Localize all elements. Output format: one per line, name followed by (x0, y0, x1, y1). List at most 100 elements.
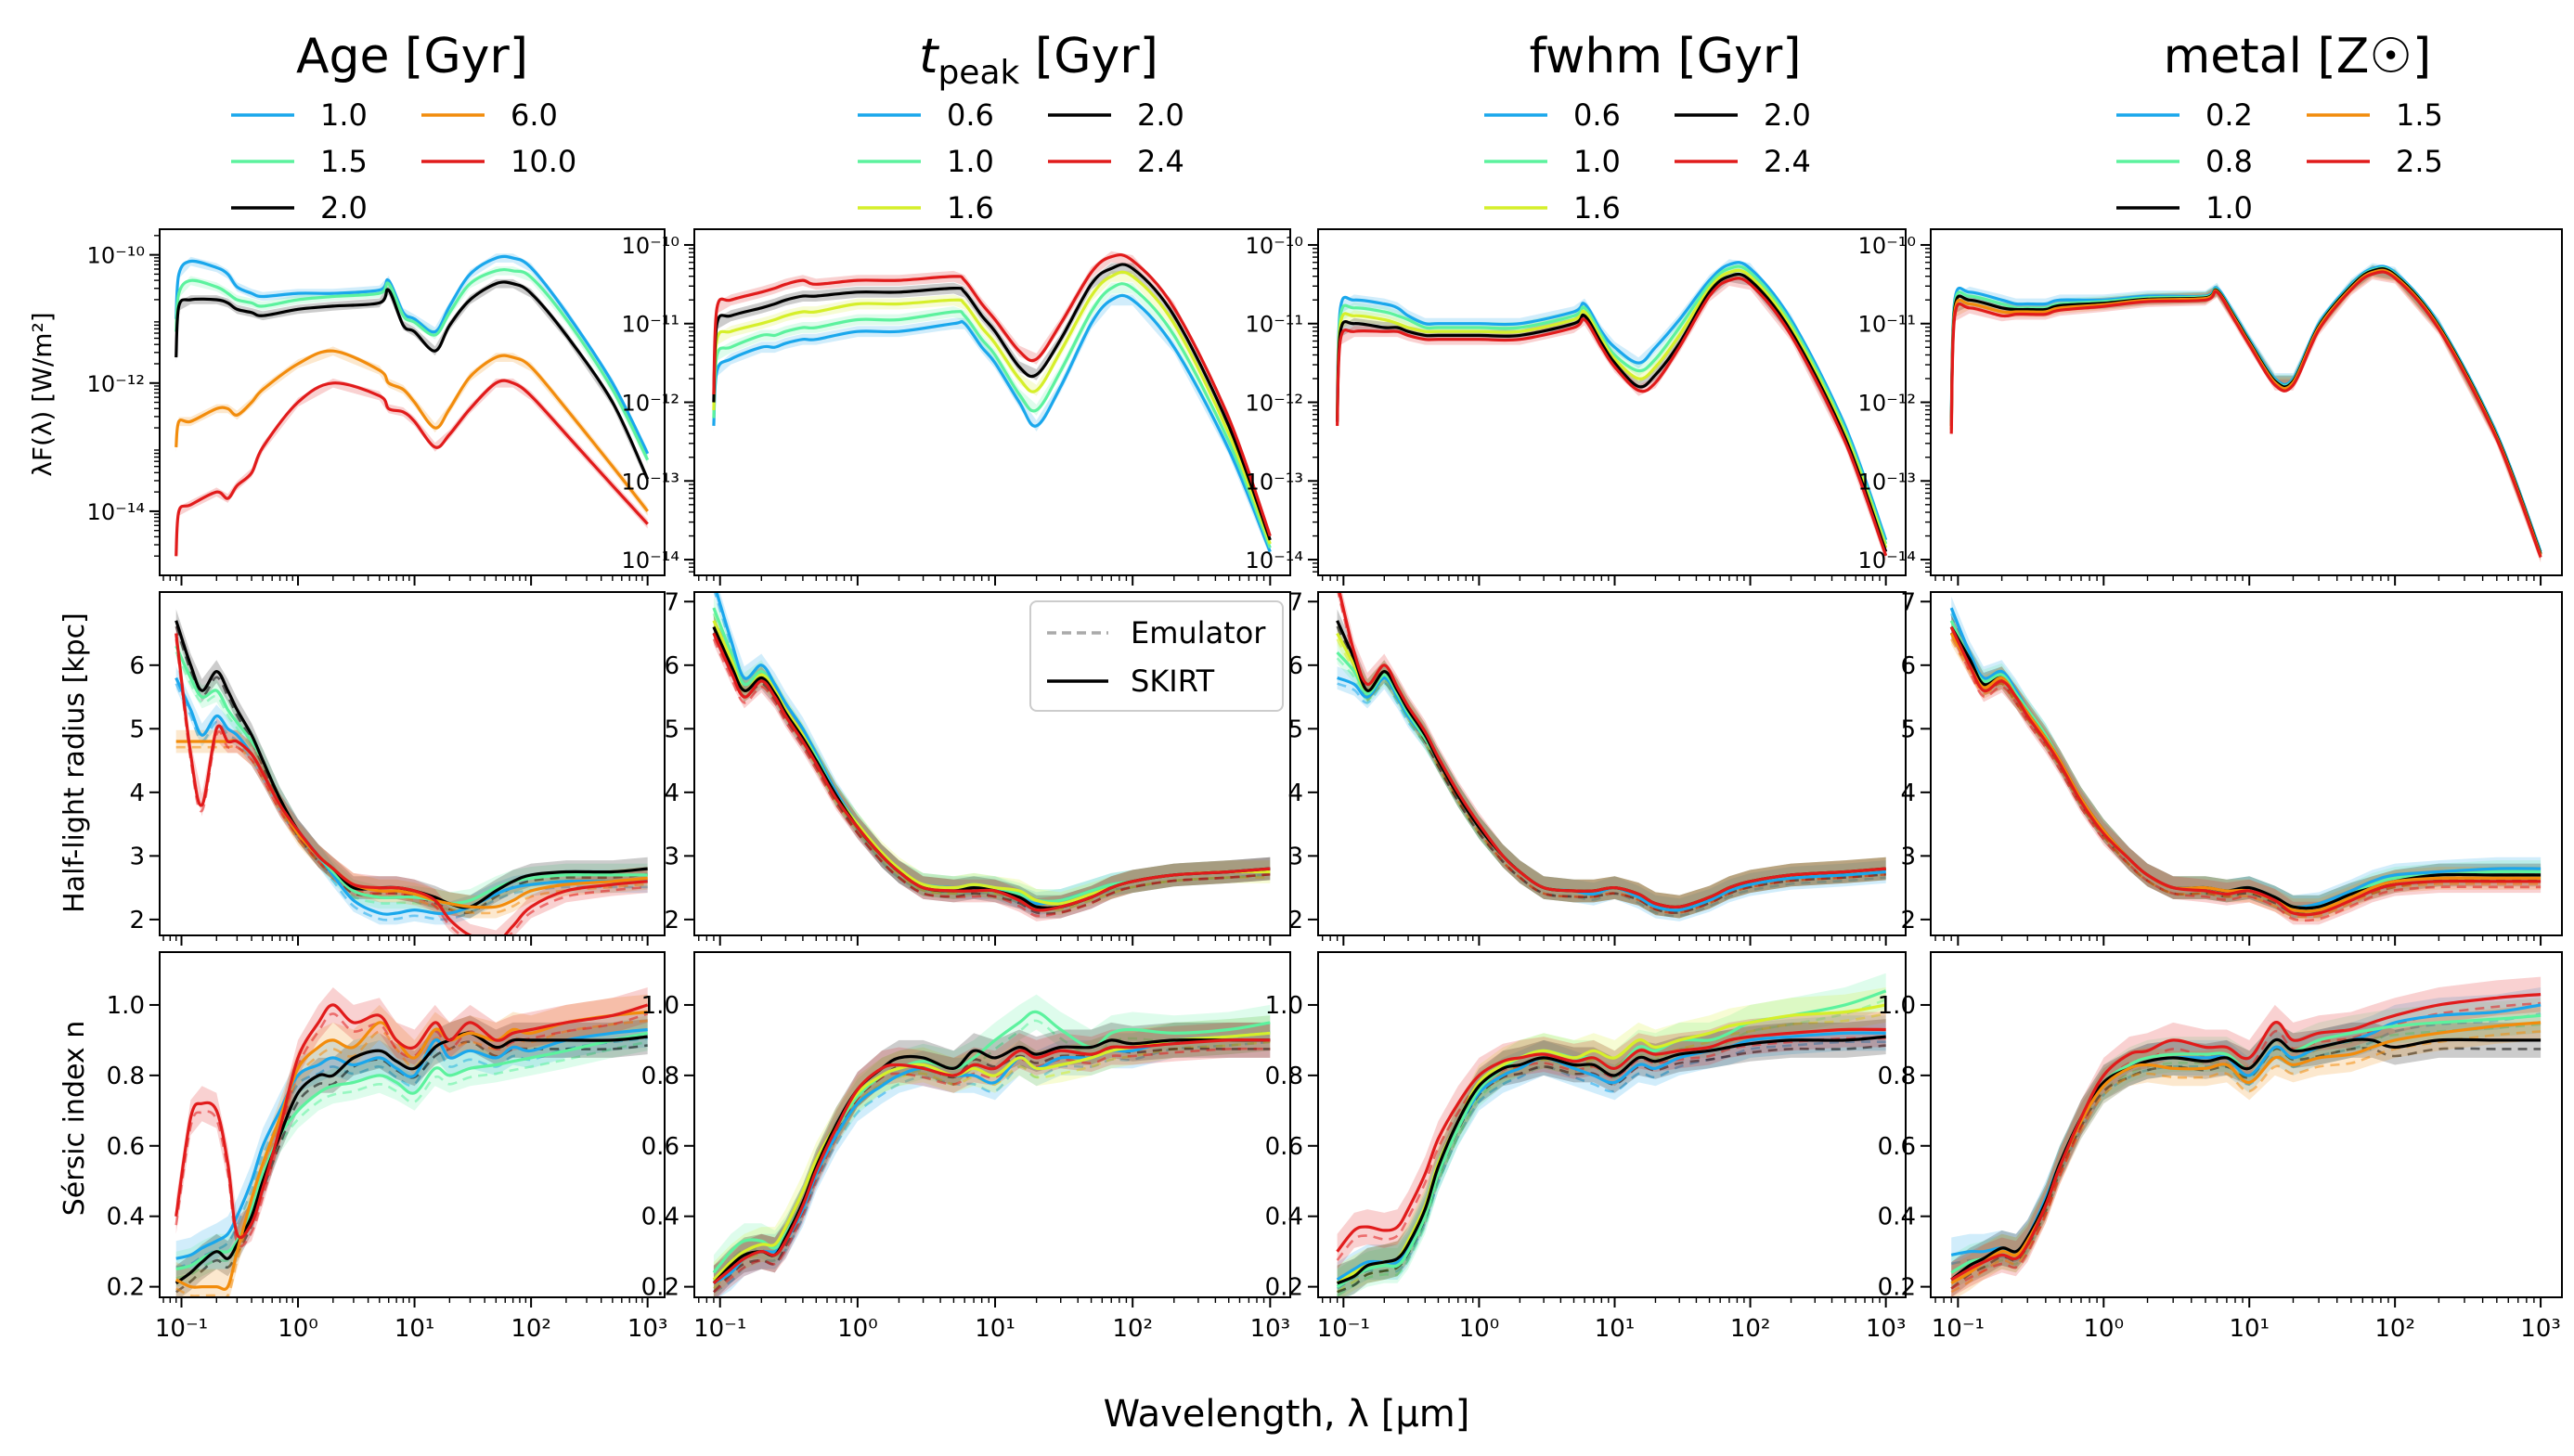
emulator-band-sed-col0-2.0 (175, 278, 648, 484)
y-tick-label: 10⁻¹² (1246, 391, 1303, 417)
y-tick-label: 0.6 (1265, 1133, 1303, 1161)
y-tick-label: 10⁻¹¹ (1246, 312, 1303, 338)
y-tick-label: 0.6 (641, 1133, 679, 1161)
y-tick-label: 7 (664, 588, 679, 616)
skirt-line-sersic-col3-1.5 (1950, 1021, 2542, 1285)
y-tick-label: 0.2 (641, 1274, 679, 1302)
legend-label-col1: 1.6 (947, 190, 994, 225)
legend-label-col2: 0.6 (1573, 97, 1621, 133)
skirt-line-sersic-col0-2.0 (175, 1031, 648, 1285)
skirt-line-sed-col1-2.4 (712, 252, 1272, 537)
y-tick-label: 1.0 (1265, 992, 1303, 1020)
emulator-band-radius-col2-0.6 (1337, 666, 1886, 921)
skirt-line-sed-col0-1.0 (175, 254, 650, 455)
y-tick-label: 6 (1900, 652, 1916, 680)
y-tick-label: 0.4 (1265, 1204, 1303, 1231)
legend-label-col1: 2.0 (1137, 97, 1184, 133)
emulator-band-sed-col1-2.0 (713, 263, 1271, 546)
emulator-bands-layer (175, 251, 2542, 1297)
legend-label-col0: 6.0 (511, 97, 558, 133)
legend-label-col2: 1.6 (1573, 190, 1621, 225)
panel-frames-layer (159, 228, 2563, 1298)
skirt-line-sersic-col2-2.4 (1336, 1027, 1886, 1253)
panel-frame-sersic-col3 (1930, 951, 2563, 1298)
emulator-band-sed-col2-1.0 (1337, 263, 1886, 549)
x-tick-label: 10³ (1866, 1315, 1907, 1343)
series-lines-layer (175, 252, 2542, 1291)
emulator-line-sersic-col3-0.2 (1950, 1012, 2542, 1266)
legend-label-skirt: SKIRT (1131, 664, 1215, 699)
y-tick-label: 6 (664, 652, 679, 680)
emulator-band-sersic-col3-1.5 (1951, 1004, 2542, 1297)
emulator-band-radius-col1-2.0 (713, 615, 1271, 919)
y-tick-label: 10⁻¹¹ (622, 312, 679, 338)
legend-label-col0: 10.0 (511, 144, 576, 179)
y-tick-label: 0.6 (1878, 1133, 1916, 1161)
y-tick-label: 1.0 (1878, 992, 1916, 1020)
emulator-band-sed-col2-1.6 (1337, 266, 1886, 554)
skirt-line-sersic-col3-1.0 (1950, 1037, 2542, 1282)
y-tick-label: 6 (1287, 652, 1303, 680)
x-tick-label: 10⁻¹ (1317, 1315, 1370, 1343)
emulator-band-sed-col2-0.6 (1337, 259, 1886, 546)
legend-label-col1: 1.0 (947, 144, 994, 179)
x-tick-label: 10² (1112, 1315, 1153, 1343)
skirt-line-sed-col0-10.0 (175, 379, 649, 557)
skirt-line-sed-col0-6.0 (175, 349, 649, 512)
legend-label-col0: 2.0 (320, 190, 368, 225)
emulator-line-sersic-col1-2.0 (712, 1047, 1271, 1294)
x-tick-label: 10⁻¹ (693, 1315, 746, 1343)
y-tick-label: 5 (129, 715, 145, 743)
skirt-line-sed-col2-1.0 (1336, 264, 1888, 545)
x-tick-label: 10⁻¹ (155, 1315, 208, 1343)
emulator-line-radius-col1-1.6 (712, 625, 1271, 911)
y-tick-label: 4 (1287, 780, 1303, 807)
emulator-line-sersic-col0-1.5 (175, 1040, 648, 1280)
y-tick-label: 6 (129, 652, 145, 680)
emulator-band-sersic-col1-2.4 (713, 1022, 1271, 1297)
emulator-line-sersic-col3-0.8 (1950, 1023, 2542, 1283)
y-tick-label: 1.0 (641, 992, 679, 1020)
y-tick-label: 0.8 (641, 1063, 679, 1090)
skirt-line-radius-col2-2.4 (1338, 592, 1886, 909)
y-tick-label: 7 (1900, 588, 1916, 616)
emulator-band-radius-col1-1.0 (713, 596, 1271, 912)
panel-frame-radius-col1 (693, 591, 1291, 936)
skirt-line-radius-col0-2.0 (175, 620, 648, 909)
ylabel-sed: λF(λ) [W/m²] (27, 312, 58, 476)
emulator-skirt-legend: Emulator SKIRT (1029, 600, 1284, 712)
emulator-line-sersic-col0-10.0 (175, 1012, 649, 1248)
ticks-layer: 10⁻¹⁴ 10⁻¹² 10⁻¹⁰ 10⁻¹⁴ 10⁻¹³ 10⁻¹² 10⁻¹¹ 10⁻¹⁰… (87, 233, 2561, 1343)
y-tick-label: 10⁻¹⁴ (1858, 548, 1916, 573)
emulator-band-sersic-col1-2.0 (713, 1022, 1271, 1297)
x-tick-label: 10⁻¹ (1932, 1315, 1985, 1343)
y-tick-label: 4 (664, 780, 679, 807)
skirt-line-sersic-col0-1.0 (175, 1027, 648, 1260)
emulator-band-sersic-col2-2.4 (1337, 1011, 1886, 1269)
legend-label-col2: 2.0 (1764, 97, 1811, 133)
y-tick-label: 0.8 (107, 1063, 145, 1090)
y-tick-label: 2 (664, 907, 679, 934)
legend-label-col2: 1.0 (1573, 144, 1621, 179)
legend-label-col3: 2.5 (2396, 144, 2443, 179)
y-tick-label: 0.2 (1878, 1274, 1916, 1302)
y-tick-label: 4 (1900, 780, 1916, 807)
emulator-line-radius-col3-1.5 (1950, 638, 2542, 919)
skirt-line-radius-col1-2.4 (712, 632, 1271, 912)
skirt-line-sersic-col1-1.0 (712, 1010, 1271, 1274)
column-headers-layer: Age [Gyr] 1.0 1.5 2.0 6.0 10.0 tpeak [Gyr] 0.6 1… (231, 29, 2443, 225)
skirt-line-radius-col0-1.0 (175, 676, 648, 916)
emulator-band-radius-col1-0.6 (713, 592, 1271, 916)
panel-frame-sersic-col0 (159, 951, 666, 1298)
emulator-band-radius-col3-1.5 (1951, 622, 2542, 921)
legend-label-col3: 0.8 (2205, 144, 2253, 179)
skirt-line-sersic-col0-6.0 (175, 1010, 648, 1291)
emulator-line-radius-col0-1.0 (175, 683, 648, 921)
y-tick-label: 0.8 (1878, 1063, 1916, 1090)
ylabel-radius: Half-light radius [kpc] (58, 612, 91, 913)
y-tick-label: 10⁻¹⁴ (87, 499, 145, 525)
y-tick-label: 10⁻¹⁴ (1246, 548, 1303, 573)
emulator-line-radius-col3-2.5 (1950, 632, 2542, 922)
skirt-line-sed-col2-1.6 (1336, 268, 1888, 548)
x-tick-label: 10² (511, 1315, 551, 1343)
